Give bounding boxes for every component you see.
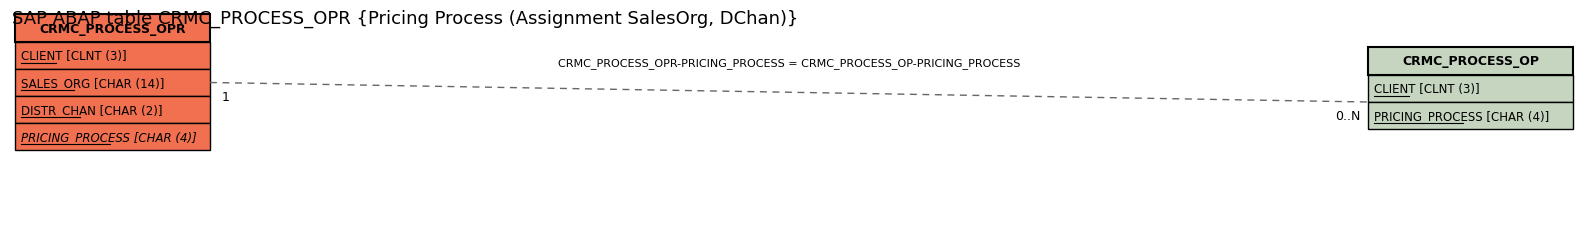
Text: CRMC_PROCESS_OP: CRMC_PROCESS_OP — [1402, 55, 1539, 68]
Bar — [1367, 48, 1574, 76]
Text: SALES_ORG [CHAR (14)]: SALES_ORG [CHAR (14)] — [21, 77, 165, 90]
Text: CLIENT [CLNT (3)]: CLIENT [CLNT (3)] — [1374, 83, 1480, 96]
Bar — [14, 123, 210, 150]
Bar — [1367, 76, 1574, 103]
Text: CRMC_PROCESS_OPR-PRICING_PROCESS = CRMC_PROCESS_OP-PRICING_PROCESS: CRMC_PROCESS_OPR-PRICING_PROCESS = CRMC_… — [557, 58, 1019, 69]
Text: SAP ABAP table CRMC_PROCESS_OPR {Pricing Process (Assignment SalesOrg, DChan)}: SAP ABAP table CRMC_PROCESS_OPR {Pricing… — [13, 10, 799, 28]
Bar — [14, 15, 210, 43]
Text: 1: 1 — [222, 91, 230, 103]
Bar — [14, 97, 210, 123]
Text: 0..N: 0..N — [1334, 110, 1359, 123]
Text: PRICING_PROCESS [CHAR (4)]: PRICING_PROCESS [CHAR (4)] — [1374, 109, 1550, 122]
Text: CLIENT [CLNT (3)]: CLIENT [CLNT (3)] — [21, 50, 127, 63]
Text: CRMC_PROCESS_OPR: CRMC_PROCESS_OPR — [40, 22, 186, 35]
Bar — [14, 43, 210, 70]
Text: DISTR_CHAN [CHAR (2)]: DISTR_CHAN [CHAR (2)] — [21, 103, 162, 116]
Bar — [1367, 103, 1574, 129]
Bar — [14, 70, 210, 97]
Text: PRICING_PROCESS [CHAR (4)]: PRICING_PROCESS [CHAR (4)] — [21, 131, 197, 143]
